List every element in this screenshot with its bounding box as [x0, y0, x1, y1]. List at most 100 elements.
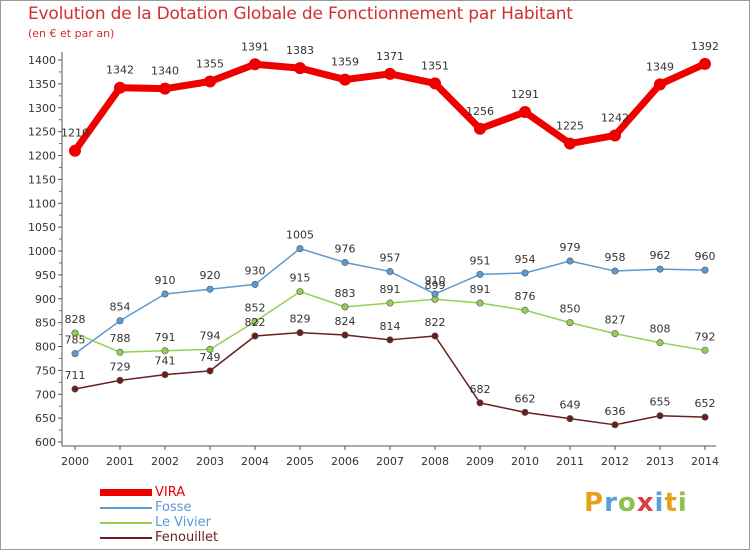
- data-label: 1291: [511, 88, 539, 101]
- logo-letter: r: [604, 488, 618, 518]
- data-label: 915: [290, 272, 311, 285]
- data-point: [206, 285, 214, 293]
- data-label: 662: [515, 392, 536, 405]
- data-label: 850: [560, 303, 581, 316]
- data-point: [339, 73, 351, 86]
- data-point: [251, 332, 259, 340]
- x-tick-label: 2003: [196, 455, 224, 468]
- legend-item-le-vivier: Le Vivier: [100, 515, 218, 530]
- proxiti-logo: Proxiti: [584, 488, 688, 518]
- x-tick-label: 2010: [511, 455, 539, 468]
- data-point: [564, 137, 576, 150]
- data-label: 792: [695, 330, 716, 343]
- x-tick-label: 2001: [106, 455, 134, 468]
- y-tick-label: 750: [35, 364, 56, 377]
- legend-label: Fosse: [155, 500, 192, 515]
- data-point: [699, 57, 711, 70]
- y-tick-label: 1100: [28, 197, 56, 210]
- data-point: [204, 75, 216, 88]
- logo-letter: t: [664, 488, 678, 518]
- data-point: [611, 267, 619, 275]
- logo-letter: x: [636, 488, 655, 518]
- data-point: [431, 332, 439, 340]
- data-point: [251, 318, 259, 326]
- legend-swatch: [100, 521, 152, 524]
- legend-swatch: [100, 489, 152, 496]
- data-label: 1340: [151, 65, 179, 78]
- data-label: 976: [335, 242, 356, 255]
- data-point: [386, 268, 394, 276]
- data-label: 1383: [286, 44, 314, 57]
- data-point: [341, 331, 349, 339]
- legend-item-fenouillet: Fenouillet: [100, 530, 218, 545]
- data-point: [386, 336, 394, 344]
- data-point: [114, 81, 126, 94]
- data-label: 1349: [646, 60, 674, 73]
- data-point: [429, 77, 441, 90]
- data-point: [476, 270, 484, 278]
- data-label: 883: [335, 287, 356, 300]
- data-point: [71, 385, 79, 393]
- logo-letter: o: [617, 488, 637, 518]
- data-label: 979: [560, 241, 581, 254]
- logo-letter: P: [584, 488, 605, 518]
- data-label: 899: [425, 279, 446, 292]
- data-label: 682: [470, 383, 491, 396]
- logo-letter: i: [677, 488, 688, 518]
- data-label: 910: [155, 274, 176, 287]
- data-point: [476, 299, 484, 307]
- data-point: [611, 421, 619, 429]
- data-point: [251, 280, 259, 288]
- data-label: 854: [110, 301, 131, 314]
- data-label: 822: [245, 316, 266, 329]
- data-label: 1351: [421, 59, 449, 72]
- data-point: [71, 350, 79, 358]
- data-label: 649: [560, 399, 581, 412]
- data-point: [249, 58, 261, 71]
- data-label: 951: [470, 254, 491, 267]
- data-label: 920: [200, 269, 221, 282]
- data-point: [656, 412, 664, 420]
- data-point: [116, 376, 124, 384]
- y-tick-label: 900: [35, 293, 56, 306]
- data-point: [701, 346, 709, 354]
- data-point: [296, 288, 304, 296]
- data-label: 827: [605, 314, 626, 327]
- data-point: [116, 348, 124, 356]
- y-tick-label: 1200: [28, 150, 56, 163]
- y-tick-label: 1150: [28, 173, 56, 186]
- data-label: 960: [695, 250, 716, 263]
- data-point: [206, 345, 214, 353]
- data-point: [701, 266, 709, 274]
- data-label: 1392: [691, 40, 719, 53]
- data-point: [609, 129, 621, 142]
- data-label: 808: [650, 323, 671, 336]
- data-label: 711: [65, 369, 86, 382]
- y-tick-label: 1300: [28, 102, 56, 115]
- y-tick-label: 1400: [28, 54, 56, 67]
- data-point: [566, 257, 574, 265]
- y-tick-label: 600: [35, 436, 56, 449]
- data-label: 962: [650, 249, 671, 262]
- data-point: [656, 339, 664, 347]
- data-label: 954: [515, 253, 536, 266]
- data-point: [386, 299, 394, 307]
- data-label: 1256: [466, 105, 494, 118]
- data-point: [566, 319, 574, 327]
- x-tick-label: 2002: [151, 455, 179, 468]
- data-label: 1359: [331, 56, 359, 69]
- data-point: [294, 62, 306, 75]
- data-label: 1225: [556, 120, 584, 133]
- data-point: [341, 303, 349, 311]
- data-label: 891: [380, 283, 401, 296]
- x-tick-label: 2013: [646, 455, 674, 468]
- legend-label: Fenouillet: [155, 530, 219, 545]
- data-point: [521, 408, 529, 416]
- data-label: 791: [155, 331, 176, 344]
- data-point: [521, 269, 529, 277]
- y-tick-label: 700: [35, 388, 56, 401]
- data-label: 1210: [61, 127, 89, 140]
- x-tick-label: 2000: [61, 455, 89, 468]
- y-tick-label: 1000: [28, 245, 56, 258]
